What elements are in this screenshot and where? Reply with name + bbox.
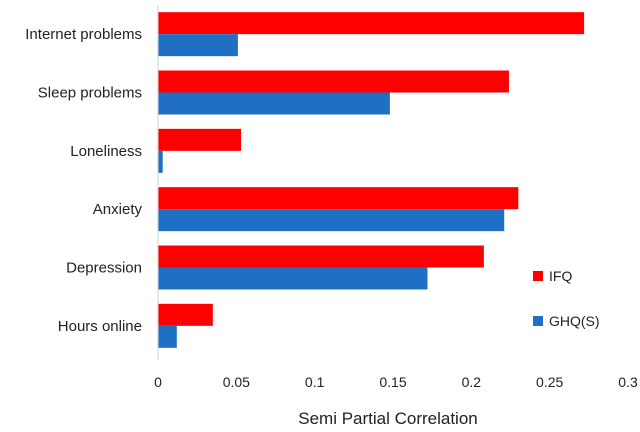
legend-label: GHQ(S): [549, 313, 600, 329]
bars-group: [158, 12, 585, 348]
bar-ghq-s-hours-online: [158, 325, 177, 348]
legend-swatch: [533, 271, 543, 281]
x-tick-label: 0.1: [305, 374, 325, 390]
bar-ifq-loneliness: [158, 128, 242, 151]
category-label: Loneliness: [70, 143, 142, 160]
category-label: Internet problems: [25, 26, 142, 43]
x-tick-label: 0.3: [618, 374, 638, 390]
bar-ifq-depression: [158, 245, 484, 268]
x-axis-title: Semi Partial Correlation: [298, 409, 478, 428]
legend-swatch: [533, 316, 543, 326]
legend: IFQ GHQ(S): [533, 268, 600, 329]
x-tick-label: 0.05: [223, 374, 250, 390]
bar-ifq-internet-problems: [158, 12, 585, 35]
x-tick-label: 0.2: [462, 374, 482, 390]
bar-ifq-anxiety: [158, 187, 519, 210]
bar-ghq-s-depression: [158, 267, 428, 290]
category-label: Sleep problems: [38, 85, 142, 102]
bar-ghq-s-anxiety: [158, 209, 505, 232]
category-label: Anxiety: [93, 201, 143, 218]
x-tick-label: 0: [154, 374, 162, 390]
legend-label: IFQ: [549, 268, 572, 284]
bar-ifq-hours-online: [158, 303, 213, 326]
bar-ifq-sleep-problems: [158, 70, 509, 93]
bar-ghq-s-sleep-problems: [158, 92, 390, 115]
x-tick-labels: 0 0.05 0.1 0.15 0.2 0.25 0.3: [154, 374, 638, 390]
x-tick-label: 0.15: [379, 374, 406, 390]
bar-ghq-s-internet-problems: [158, 34, 238, 57]
category-labels: Internet problems Sleep problems Lonelines…: [25, 26, 142, 335]
category-label: Depression: [66, 260, 142, 277]
bar-ghq-s-loneliness: [158, 150, 163, 173]
x-tick-label: 0.25: [536, 374, 563, 390]
category-label: Hours online: [58, 318, 142, 335]
